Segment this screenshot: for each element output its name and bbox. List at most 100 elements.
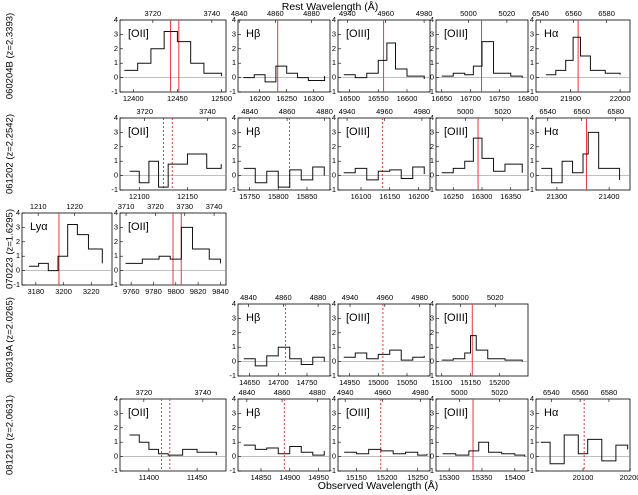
y-tick-label: 2 — [332, 423, 336, 432]
panel-frame — [119, 117, 227, 191]
y-tick-label: 0 — [332, 452, 336, 461]
y-tick-label: 4 — [114, 208, 118, 217]
y-tick-label: 0 — [332, 171, 336, 180]
x-tick-label: 14950 — [339, 378, 360, 387]
y-tick-label: 4 — [430, 394, 434, 403]
y-tick-label: 4 — [530, 113, 534, 122]
y-tick-label: 3 — [114, 29, 118, 38]
top-tick-label: 4980 — [416, 9, 433, 18]
y-tick-label: -1 — [111, 185, 118, 194]
top-tick-label: 4980 — [412, 388, 429, 397]
top-tick-label: 3720 — [136, 107, 153, 116]
y-tick-label: 1 — [114, 437, 118, 446]
panel: -1 0 1 2 3 4 21900 22000 6540 6560 6580 Hα — [527, 9, 630, 103]
y-tick-label: -1 — [111, 466, 118, 475]
x-tick-label: 15150 — [346, 473, 367, 482]
x-tick-label: 21900 — [560, 94, 581, 103]
spectrum — [441, 335, 523, 362]
panel: -1 0 1 2 3 4 15300 15350 15400 5000 5020 [OIII] — [427, 388, 529, 482]
panel-frame — [535, 19, 631, 93]
top-tick-label: 4960 — [376, 293, 393, 302]
panel-frame — [535, 117, 631, 191]
panel: -1 0 1 2 3 4 9760 9780 9800 9820 9840 3710 3720 3730 3… — [111, 202, 228, 296]
x-tick-label: 15200 — [377, 473, 398, 482]
spectrum — [441, 137, 523, 174]
top-tick-label: 3720 — [135, 388, 152, 397]
spectrum — [28, 224, 103, 272]
y-tick-label: 0 — [430, 171, 434, 180]
x-tick-label: 9820 — [190, 287, 207, 296]
top-tick-label: 4880 — [303, 9, 320, 18]
y-tick-label: -1 — [329, 87, 336, 96]
y-tick-label: -1 — [329, 371, 336, 380]
panel-label: Lyα — [30, 221, 48, 233]
panel-frame — [337, 117, 431, 191]
y-tick-label: 3 — [332, 313, 336, 322]
y-tick-label: 3 — [114, 408, 118, 417]
y-tick-label: 2 — [530, 423, 534, 432]
panel-label: [OII] — [128, 407, 149, 419]
y-tick-label: 2 — [530, 142, 534, 151]
y-tick-label: 3 — [232, 29, 236, 38]
y-tick-label: -1 — [527, 185, 534, 194]
y-tick-label: 3 — [332, 127, 336, 136]
top-tick-label: 4840 — [241, 107, 258, 116]
panel: -1 0 1 2 3 4 20100 20200 6540 6560 6580 Hα — [527, 388, 638, 482]
y-tick-label: 1 — [530, 156, 534, 165]
y-tick-label: 4 — [430, 299, 434, 308]
panel: -1 0 1 2 3 4 3180 3200 3220 1210 1220 Lyα — [13, 202, 113, 296]
top-tick-label: 3740 — [204, 9, 221, 18]
x-tick-label: 16350 — [500, 192, 521, 201]
spectrum — [129, 153, 222, 188]
y-tick-label: 0 — [430, 73, 434, 82]
y-tick-label: -1 — [229, 371, 236, 380]
x-tick-label: 9780 — [145, 287, 162, 296]
x-tick-label: 16650 — [431, 94, 452, 103]
row-label: 080319A (z=2.0265) — [5, 297, 16, 383]
panel-label: Hα — [544, 126, 559, 138]
top-tick-label: 6560 — [565, 9, 582, 18]
panel: -1 0 1 2 3 4 15750 15800 15850 4840 4860 4880 Hβ — [229, 107, 333, 201]
panel: -1 0 1 2 3 4 14950 15000 15050 4940 4960 4980 [OIII] — [329, 293, 431, 387]
top-tick-label: 4860 — [267, 9, 284, 18]
panel-frame — [21, 212, 113, 286]
x-tick-label: 15150 — [460, 378, 481, 387]
panel: -1 0 1 2 3 4 12400 12450 12500 3720 3740 [OII] — [111, 9, 232, 103]
x-tick-label: 20100 — [573, 473, 594, 482]
y-tick-label: -1 — [229, 87, 236, 96]
y-tick-label: 2 — [332, 44, 336, 53]
row-label: 070223 (z=1.6295) — [5, 209, 16, 289]
panel-label: [OIII] — [444, 126, 468, 138]
top-tick-label: 6580 — [598, 9, 615, 18]
y-tick-label: 1 — [232, 437, 236, 446]
x-tick-label: 9800 — [167, 287, 184, 296]
y-tick-label: 3 — [430, 408, 434, 417]
y-tick-label: 2 — [430, 423, 434, 432]
y-tick-label: 4 — [114, 15, 118, 24]
y-tick-label: 3 — [16, 222, 20, 231]
x-tick-label: 15400 — [504, 473, 525, 482]
top-tick-label: 4860 — [274, 388, 291, 397]
y-tick-label: 1 — [232, 342, 236, 351]
top-tick-label: 3740 — [206, 202, 223, 211]
x-tick-label: 15000 — [368, 378, 389, 387]
y-tick-label: 4 — [332, 299, 336, 308]
y-tick-label: 2 — [114, 237, 118, 246]
y-tick-label: 1 — [332, 342, 336, 351]
panel: -1 0 1 2 3 4 16100 16150 16200 4940 4960 4980 [OIII] — [329, 107, 431, 201]
x-tick-label: 15200 — [489, 378, 510, 387]
x-tick-label: 16750 — [489, 94, 510, 103]
y-tick-label: -1 — [111, 280, 118, 289]
spectrum — [540, 434, 629, 465]
y-tick-label: 0 — [232, 73, 236, 82]
y-tick-label: 2 — [232, 423, 236, 432]
x-tick-label: 3180 — [28, 287, 45, 296]
panel-label: [OII] — [128, 28, 149, 40]
panel-frame — [337, 398, 431, 472]
y-tick-label: 0 — [232, 171, 236, 180]
y-tick-label: 1 — [430, 58, 434, 67]
y-tick-label: 2 — [114, 142, 118, 151]
y-tick-label: -1 — [111, 87, 118, 96]
y-tick-label: 2 — [16, 237, 20, 246]
